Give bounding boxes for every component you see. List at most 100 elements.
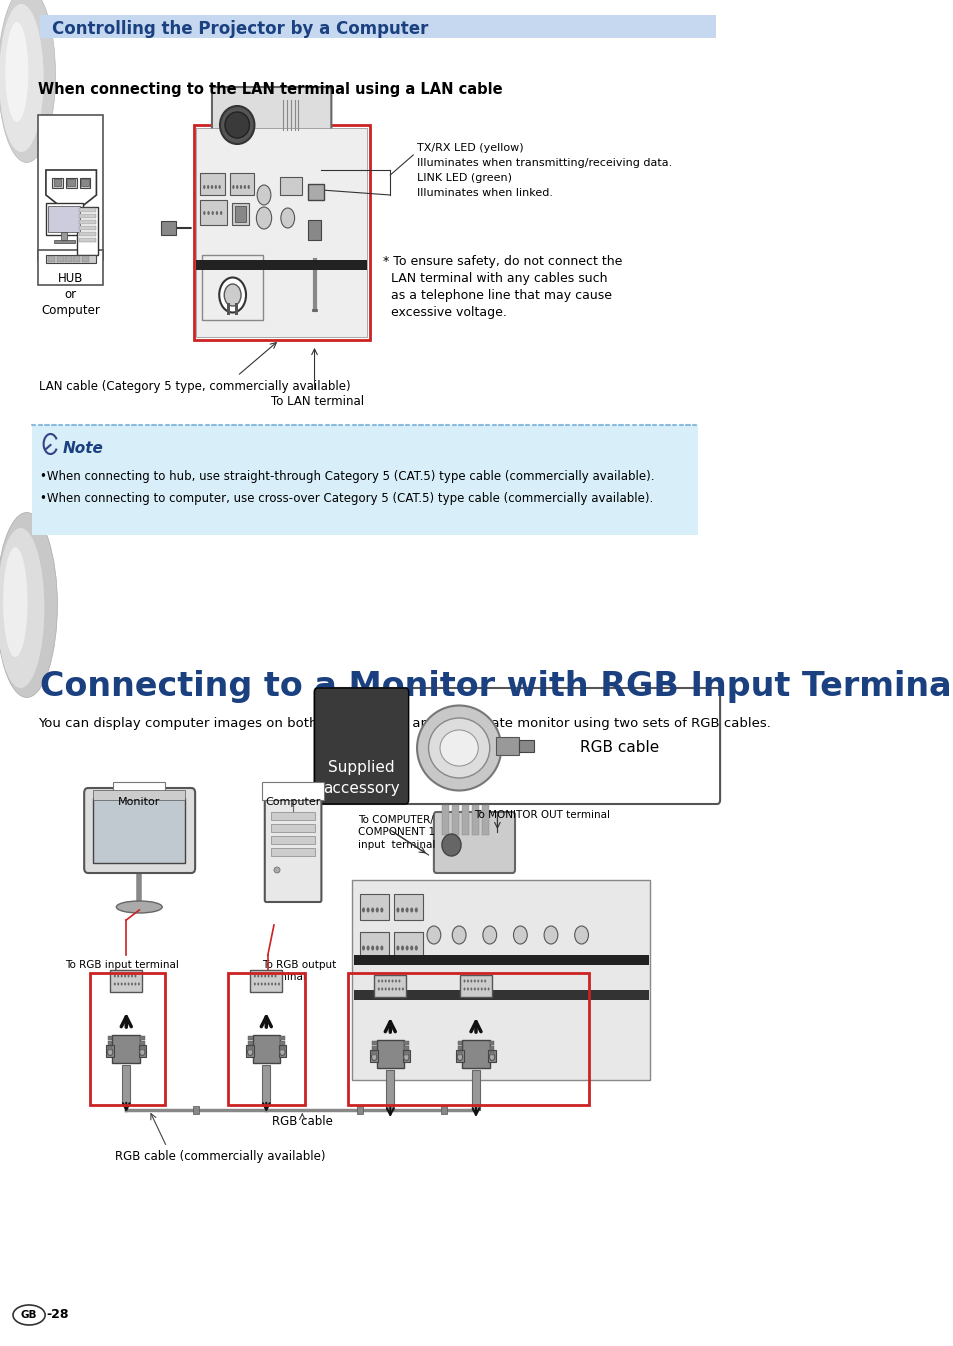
- Bar: [354, 991, 648, 1000]
- Ellipse shape: [138, 983, 140, 985]
- Bar: [108, 1036, 112, 1040]
- Bar: [68, 179, 75, 186]
- Ellipse shape: [470, 980, 472, 983]
- Ellipse shape: [395, 988, 396, 991]
- Ellipse shape: [215, 211, 218, 215]
- Bar: [271, 824, 314, 832]
- Ellipse shape: [279, 1049, 285, 1055]
- Ellipse shape: [203, 184, 205, 188]
- Bar: [280, 1046, 284, 1050]
- Text: Controlling the Projector by a Computer: Controlling the Projector by a Computer: [52, 20, 428, 38]
- FancyBboxPatch shape: [434, 812, 515, 874]
- Text: To LAN terminal: To LAN terminal: [271, 394, 364, 408]
- Ellipse shape: [400, 945, 404, 950]
- Bar: [404, 1040, 408, 1044]
- Bar: [348, 973, 589, 1105]
- Ellipse shape: [243, 184, 246, 188]
- Bar: [140, 1046, 145, 1050]
- Ellipse shape: [116, 900, 162, 913]
- Ellipse shape: [416, 705, 500, 790]
- Bar: [79, 209, 95, 213]
- Ellipse shape: [232, 184, 234, 188]
- Ellipse shape: [401, 988, 403, 991]
- Bar: [250, 970, 282, 992]
- Bar: [79, 238, 95, 242]
- Ellipse shape: [214, 184, 216, 188]
- Ellipse shape: [439, 730, 477, 766]
- Ellipse shape: [574, 926, 588, 944]
- Ellipse shape: [456, 1054, 462, 1061]
- Bar: [73, 256, 80, 262]
- Ellipse shape: [220, 211, 222, 215]
- Ellipse shape: [463, 980, 465, 983]
- Ellipse shape: [124, 975, 126, 977]
- Bar: [356, 1106, 362, 1114]
- Bar: [461, 805, 469, 835]
- Ellipse shape: [271, 975, 273, 977]
- FancyBboxPatch shape: [212, 87, 331, 157]
- Ellipse shape: [219, 277, 246, 312]
- Ellipse shape: [415, 945, 417, 950]
- Bar: [52, 178, 63, 188]
- Bar: [457, 1040, 461, 1044]
- Ellipse shape: [235, 184, 238, 188]
- Bar: [262, 1065, 270, 1105]
- Bar: [359, 894, 388, 921]
- Text: Supplied
accessory: Supplied accessory: [322, 760, 399, 795]
- Polygon shape: [46, 170, 96, 215]
- Ellipse shape: [117, 975, 119, 977]
- Ellipse shape: [224, 284, 241, 306]
- Text: Monitor: Monitor: [118, 797, 160, 808]
- Text: When connecting to the LAN terminal using a LAN cable: When connecting to the LAN terminal usin…: [38, 82, 502, 97]
- Text: LINK LED (green): LINK LED (green): [416, 174, 512, 183]
- Text: LAN cable (Category 5 type, commercially available): LAN cable (Category 5 type, commercially…: [39, 380, 351, 393]
- Ellipse shape: [218, 184, 220, 188]
- Bar: [280, 1040, 284, 1044]
- Ellipse shape: [253, 975, 255, 977]
- Ellipse shape: [476, 988, 478, 991]
- Bar: [372, 1040, 376, 1044]
- Ellipse shape: [395, 980, 396, 983]
- Ellipse shape: [247, 1049, 253, 1055]
- Ellipse shape: [134, 983, 136, 985]
- Ellipse shape: [487, 988, 489, 991]
- Bar: [308, 219, 320, 240]
- Text: To RGB output
terminal: To RGB output terminal: [262, 960, 336, 983]
- Bar: [452, 805, 458, 835]
- Ellipse shape: [366, 907, 369, 913]
- Bar: [66, 178, 76, 188]
- Bar: [202, 254, 263, 320]
- Text: Connecting to a Monitor with RGB Input Terminal: Connecting to a Monitor with RGB Input T…: [40, 670, 953, 703]
- Ellipse shape: [268, 983, 270, 985]
- Ellipse shape: [271, 983, 273, 985]
- Ellipse shape: [274, 867, 280, 874]
- Ellipse shape: [441, 835, 460, 856]
- Ellipse shape: [264, 983, 266, 985]
- Ellipse shape: [247, 184, 250, 188]
- Ellipse shape: [220, 106, 254, 144]
- Ellipse shape: [371, 907, 374, 913]
- Bar: [489, 1040, 494, 1044]
- Ellipse shape: [366, 945, 369, 950]
- Ellipse shape: [396, 945, 399, 950]
- Bar: [53, 179, 61, 186]
- Ellipse shape: [268, 975, 270, 977]
- Ellipse shape: [239, 184, 242, 188]
- Bar: [76, 207, 98, 254]
- Bar: [317, 692, 405, 800]
- Ellipse shape: [264, 975, 266, 977]
- Ellipse shape: [211, 184, 213, 188]
- Ellipse shape: [260, 975, 262, 977]
- Bar: [370, 1050, 377, 1062]
- Ellipse shape: [113, 983, 115, 985]
- Ellipse shape: [470, 988, 472, 991]
- Ellipse shape: [212, 211, 213, 215]
- Ellipse shape: [257, 983, 259, 985]
- Ellipse shape: [480, 988, 482, 991]
- Bar: [111, 970, 142, 992]
- Text: To RGB input terminal: To RGB input terminal: [66, 960, 179, 970]
- Bar: [108, 1046, 112, 1050]
- Bar: [248, 1036, 253, 1040]
- Ellipse shape: [256, 207, 272, 229]
- Bar: [234, 206, 245, 222]
